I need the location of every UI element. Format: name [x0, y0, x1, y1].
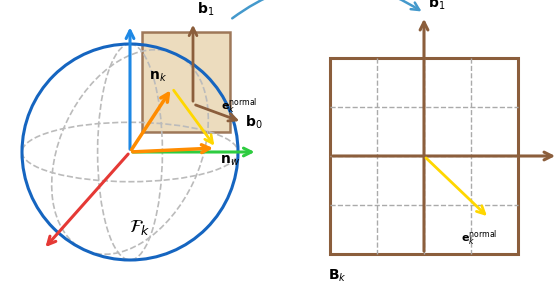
- Text: $\mathbf{b}_1$: $\mathbf{b}_1$: [197, 1, 214, 18]
- Text: $\mathbf{B}_k$: $\mathbf{B}_k$: [328, 268, 347, 285]
- Text: $\mathbf{e}_k^{\rm normal}$: $\mathbf{e}_k^{\rm normal}$: [221, 96, 258, 116]
- Text: $\mathcal{F}_k$: $\mathcal{F}_k$: [129, 218, 151, 237]
- Text: $\mathbf{n}_k$: $\mathbf{n}_k$: [149, 70, 167, 84]
- Text: $\mathbf{b}_1$: $\mathbf{b}_1$: [428, 0, 445, 12]
- Text: $\mathbf{b}_0$: $\mathbf{b}_0$: [245, 113, 263, 131]
- Bar: [330, 58, 518, 254]
- Text: $\mathbf{e}_k^{\rm normal}$: $\mathbf{e}_k^{\rm normal}$: [461, 228, 497, 247]
- FancyArrowPatch shape: [232, 0, 419, 18]
- Polygon shape: [142, 32, 230, 132]
- Text: $\mathbf{n}_w$: $\mathbf{n}_w$: [220, 154, 240, 168]
